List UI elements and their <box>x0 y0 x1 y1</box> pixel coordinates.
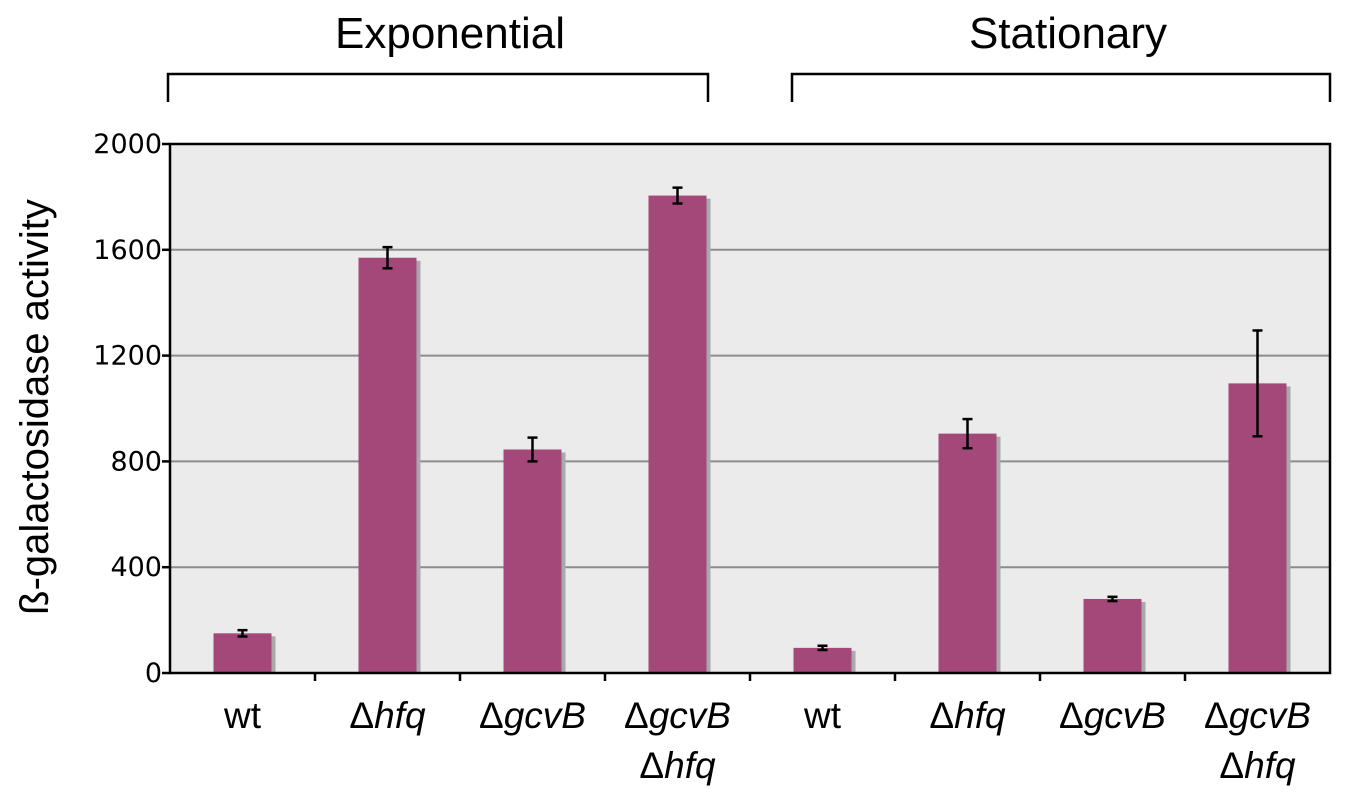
x-category-label: Δhfq <box>349 695 426 736</box>
x-category-label: wt <box>223 695 262 736</box>
y-tick-label: 800 <box>110 446 162 477</box>
y-tick-label: 2000 <box>93 129 162 160</box>
x-category-label: wt <box>803 695 842 736</box>
y-tick-label: 0 <box>145 658 162 689</box>
x-category-label-line2: Δhfq <box>639 745 716 786</box>
y-axis: 0 400 800 1200 1600 2000 <box>93 129 170 689</box>
y-tick-label: 1600 <box>93 235 162 266</box>
bar <box>938 433 997 673</box>
group-bracket-exponential <box>166 72 710 102</box>
plot-area <box>170 144 1330 673</box>
bar <box>213 633 272 673</box>
x-category-label: Δhfq <box>929 695 1006 736</box>
group-bracket-stationary <box>790 72 1332 102</box>
group-annotations: Exponential Stationary <box>166 9 1332 102</box>
group-label-stationary: Stationary <box>969 9 1167 58</box>
bar <box>503 449 562 673</box>
x-category-label: ΔgcvB <box>1204 695 1311 736</box>
x-category-label: ΔgcvB <box>479 695 586 736</box>
x-axis: wt Δhfq ΔgcvB ΔgcvB Δhfq wt Δhfq ΔgcvB ΔgcvB Δhfq <box>223 673 1311 786</box>
x-category-label: ΔgcvB <box>1059 695 1166 736</box>
bar <box>648 195 707 673</box>
x-category-label: ΔgcvB <box>624 695 731 736</box>
bar <box>793 647 852 673</box>
y-tick-label: 400 <box>110 552 162 583</box>
bars <box>213 186 1291 673</box>
y-tick-label: 1200 <box>93 341 162 372</box>
group-label-exponential: Exponential <box>335 9 565 58</box>
bar <box>1083 598 1142 673</box>
bar <box>358 257 417 673</box>
x-category-label-line2: Δhfq <box>1219 745 1296 786</box>
y-axis-title: ß-galactosidase activity <box>13 199 57 615</box>
